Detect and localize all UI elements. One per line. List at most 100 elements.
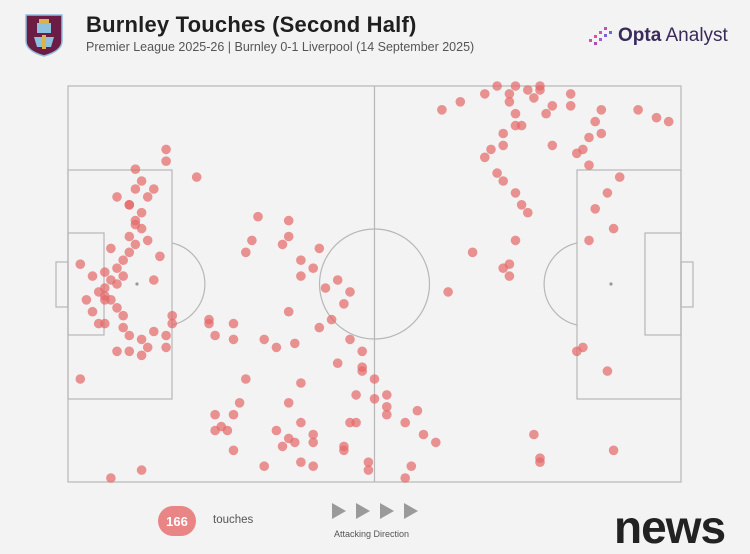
touch-point (308, 437, 319, 448)
touch-point (418, 429, 429, 440)
touch-point (651, 112, 662, 123)
touch-point (541, 108, 551, 119)
right-six-yard-box (644, 232, 682, 336)
touch-point (296, 255, 306, 265)
opta-logo-icon (589, 27, 612, 45)
touch-point (149, 184, 159, 194)
touch-point (296, 271, 306, 281)
touch-point (406, 461, 417, 472)
touch-point (320, 283, 331, 293)
touch-point (100, 283, 110, 293)
left-penalty-spot (135, 282, 139, 286)
touch-point (100, 295, 110, 305)
touch-point (75, 374, 86, 384)
touch-point (332, 358, 343, 369)
touch-point (584, 160, 594, 170)
touch-point (633, 105, 643, 115)
touch-point (339, 299, 349, 309)
touch-count-badge: 166 (158, 506, 196, 536)
touch-point (382, 390, 392, 400)
touch-point (228, 445, 239, 456)
touch-point (369, 394, 380, 404)
touch-point (130, 215, 141, 226)
attacking-direction-label: Attacking Direction (334, 529, 410, 539)
touch-point (142, 342, 153, 353)
touch-point (590, 204, 600, 214)
touch-point (584, 132, 594, 143)
touch-point (614, 172, 625, 182)
touch-point (345, 334, 355, 345)
touch-point (290, 437, 300, 448)
touch-point (308, 263, 319, 274)
touch-point (81, 295, 92, 305)
touch-point (75, 259, 86, 270)
touch-point (596, 105, 607, 115)
touch-point (529, 429, 539, 440)
touch-point (124, 247, 135, 258)
touch-point (400, 473, 411, 483)
touch-point (136, 223, 147, 234)
touch-point (547, 140, 558, 151)
news-watermark: news (614, 501, 726, 553)
touch-point (523, 207, 533, 218)
touch-point (510, 188, 521, 198)
touch-point (565, 101, 576, 111)
touch-point (339, 445, 349, 456)
touch-point (155, 251, 165, 262)
touch-point (112, 346, 122, 357)
touch-point (228, 409, 239, 420)
touch-point (529, 93, 539, 103)
touch-point (332, 275, 343, 285)
touch-point (504, 97, 515, 107)
touch-point (283, 306, 294, 317)
touch-point (130, 164, 141, 174)
touch-point (608, 445, 619, 456)
touch-point (112, 192, 122, 202)
touch-point (596, 128, 607, 139)
touch-point (363, 465, 374, 475)
touch-point (100, 267, 110, 277)
touch-point (308, 461, 319, 472)
touch-point (228, 318, 239, 329)
touch-point (241, 247, 251, 258)
left-goal (55, 261, 69, 308)
brand-light: Analyst (661, 25, 728, 46)
touch-point (136, 207, 147, 218)
touch-point (247, 235, 257, 246)
touch-point (161, 342, 171, 353)
touch-point (572, 346, 582, 357)
touch-point (283, 215, 294, 226)
touch-point (443, 287, 453, 297)
touch-point (584, 235, 594, 246)
touch-point (314, 243, 325, 254)
touch-point (437, 105, 447, 115)
touch-point (130, 184, 141, 194)
touch-point (412, 405, 423, 416)
touch-point (136, 334, 147, 345)
touch-point (480, 152, 490, 163)
touch-point (87, 271, 98, 281)
touch-point (431, 437, 441, 448)
touch-point (277, 441, 288, 452)
touch-point (296, 378, 306, 388)
touch-point (296, 457, 306, 468)
touch-point (565, 89, 576, 99)
touch-point (124, 231, 135, 242)
touch-point (161, 144, 171, 155)
touch-point (118, 255, 128, 265)
touch-point (253, 211, 263, 222)
touch-point (210, 330, 220, 341)
touch-point (547, 101, 558, 111)
centre-circle (318, 228, 431, 340)
touch-points (75, 81, 674, 483)
burnley-crest-icon (25, 14, 63, 57)
touch-point (271, 342, 282, 353)
touch-point (136, 176, 147, 186)
right-goal (680, 261, 694, 308)
right-penalty-spot (609, 282, 613, 286)
touch-point (357, 362, 368, 373)
touch-point (112, 263, 122, 274)
touch-point (510, 235, 521, 246)
touch-point (510, 81, 521, 91)
